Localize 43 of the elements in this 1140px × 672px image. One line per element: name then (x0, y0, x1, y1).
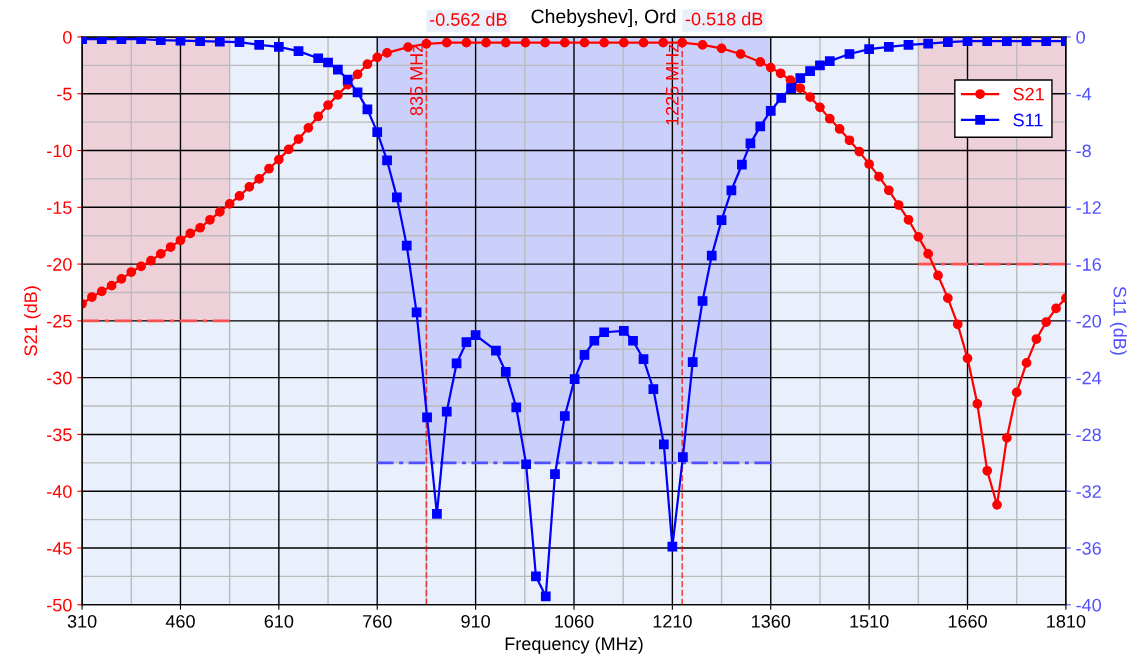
y-tick-label: -5 (57, 87, 72, 101)
y-tick-label: -50 (47, 598, 72, 612)
y2-tick-label: -16 (1076, 258, 1101, 271)
y-tick-label: -40 (47, 485, 72, 498)
y-tick-label: -35 (47, 428, 72, 442)
y-tick-label: -10 (47, 144, 72, 158)
x-tick-label: 1660 (948, 615, 987, 628)
y-tick-label: -20 (47, 258, 72, 271)
legend-label: S11 (1013, 113, 1043, 127)
annotation: -0.562 dB (430, 12, 507, 26)
x-tick-label: 1060 (555, 615, 594, 628)
legend-label: S21 (1013, 87, 1044, 101)
y2-axis-title: S11 (dB) (1109, 286, 1127, 355)
x-axis-title: Frequency (MHz) (505, 636, 643, 654)
x-tick-label: 1510 (850, 615, 889, 628)
ref-line-label: 835 MHz (410, 44, 423, 116)
annotation: -0.518 dB (685, 12, 763, 26)
y2-tick-label: -32 (1076, 485, 1101, 498)
y-tick-label: 0 (63, 30, 72, 44)
y-tick-label: -25 (47, 314, 72, 328)
y2-tick-label: 0 (1076, 30, 1085, 44)
y2-tick-label: -8 (1076, 144, 1091, 158)
x-tick-label: 310 (67, 615, 97, 628)
x-tick-label: 1210 (653, 615, 692, 628)
y-tick-label: -30 (47, 371, 72, 385)
y2-tick-label: -28 (1076, 428, 1101, 442)
y2-tick-label: -36 (1076, 541, 1101, 555)
x-tick-label: 1810 (1047, 615, 1086, 628)
chart-title: Chebyshev], Ord (531, 8, 676, 28)
ref-line-label: 1225 MHz (665, 44, 679, 125)
x-tick-label: 910 (461, 615, 490, 628)
y-axis-title: S21 (dB) (23, 286, 41, 356)
y2-tick-label: -24 (1076, 371, 1102, 385)
y-tick-label: -45 (47, 542, 72, 555)
y-tick-label: -15 (47, 201, 72, 215)
y2-tick-label: -12 (1076, 201, 1101, 214)
x-tick-label: 610 (264, 615, 294, 628)
x-tick-label: 760 (363, 615, 392, 628)
y2-tick-label: -40 (1076, 598, 1102, 612)
y2-tick-label: -4 (1076, 87, 1092, 101)
y2-tick-label: -20 (1076, 314, 1102, 328)
x-tick-label: 460 (165, 615, 195, 628)
x-tick-label: 1360 (752, 615, 791, 628)
